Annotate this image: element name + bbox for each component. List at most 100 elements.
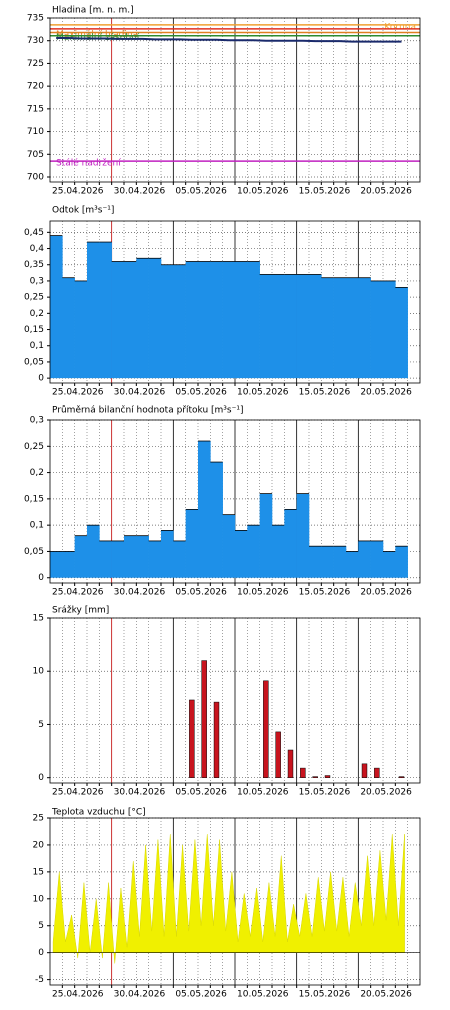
step-bar xyxy=(383,551,396,578)
y-tick-label: 700 xyxy=(27,173,44,183)
y-tick-label: 0 xyxy=(38,573,44,583)
y-tick-label: 0,25 xyxy=(24,293,44,303)
step-bar xyxy=(198,261,211,379)
plot-frame xyxy=(49,220,421,384)
y-tick-label: 0,1 xyxy=(30,341,44,351)
panel-title: Průměrná bilanční hodnota přítoku [m³s⁻¹… xyxy=(52,405,243,416)
step-bar xyxy=(74,280,88,379)
step-bar xyxy=(247,525,260,578)
step-bar xyxy=(235,261,248,379)
y-tick-label: 0,1 xyxy=(30,521,44,531)
x-tick-label: 20.05.2026 xyxy=(360,788,412,798)
step-bar xyxy=(309,274,322,379)
x-tick-label: 10.05.2026 xyxy=(237,388,289,398)
x-tick-label: 30.04.2026 xyxy=(114,187,166,197)
step-bar xyxy=(346,551,359,578)
y-tick-label: 15 xyxy=(33,867,44,877)
x-tick-label: 15.05.2026 xyxy=(299,990,351,1000)
step-bar xyxy=(370,280,384,379)
x-tick-label: 15.05.2026 xyxy=(299,588,351,598)
y-tick-label: 0,15 xyxy=(24,494,44,504)
area xyxy=(52,834,405,964)
x-tick-label: 10.05.2026 xyxy=(237,187,289,197)
step-bar xyxy=(272,525,285,578)
panel-title: Hladina [m. n. m.] xyxy=(52,6,134,16)
step-bar xyxy=(62,551,75,578)
step-bar xyxy=(296,493,310,578)
step-bar xyxy=(124,535,137,578)
step-bar xyxy=(50,235,63,379)
step-bar xyxy=(259,274,273,379)
x-tick-label: 25.04.2026 xyxy=(52,788,104,798)
y-tick-label: 0,3 xyxy=(30,276,44,286)
step-bar xyxy=(272,274,285,379)
step-bar xyxy=(173,264,186,379)
x-tick-label: 20.05.2026 xyxy=(360,588,412,598)
x-tick-label: 30.04.2026 xyxy=(114,388,166,398)
step-bar xyxy=(296,274,310,379)
y-tick-label: 0 xyxy=(38,773,44,783)
x-tick-label: 30.04.2026 xyxy=(114,588,166,598)
x-tick-label: 25.04.2026 xyxy=(52,588,104,598)
step-bar xyxy=(161,530,174,578)
y-tick-label: 0 xyxy=(38,374,44,384)
bar xyxy=(189,699,195,778)
y-tick-label: 5 xyxy=(38,921,44,931)
bar xyxy=(275,731,281,778)
panel-title: Teplota vzduchu [°C] xyxy=(51,808,146,818)
plot-frame xyxy=(49,617,421,784)
step-bar xyxy=(333,277,347,379)
step-bar xyxy=(222,514,236,578)
step-bar xyxy=(235,530,248,578)
step-bar xyxy=(358,540,371,578)
x-tick-label: 05.05.2026 xyxy=(175,388,227,398)
y-tick-label: 25 xyxy=(33,814,44,824)
step-bar xyxy=(358,277,371,379)
y-tick-label: 715 xyxy=(27,104,44,114)
step-bar xyxy=(173,540,186,578)
y-tick-label: 0,35 xyxy=(24,260,44,270)
x-tick-label: 25.04.2026 xyxy=(52,187,104,197)
y-tick-label: 10 xyxy=(33,667,45,677)
x-tick-label: 15.05.2026 xyxy=(299,187,351,197)
step-bar xyxy=(346,277,359,379)
y-tick-label: 0,15 xyxy=(24,325,44,335)
bar xyxy=(300,767,306,778)
panel-title: Srážky [mm] xyxy=(52,606,109,616)
x-tick-label: 20.05.2026 xyxy=(360,388,412,398)
step-bar xyxy=(210,261,223,379)
bar xyxy=(324,775,331,778)
plot-frame xyxy=(49,419,421,584)
x-tick-label: 30.04.2026 xyxy=(114,990,166,1000)
step-bar xyxy=(87,242,100,379)
bar xyxy=(287,749,294,778)
step-bar xyxy=(222,261,236,379)
step-bar xyxy=(383,280,396,379)
y-tick-label: 0,4 xyxy=(30,244,45,254)
y-tick-label: 710 xyxy=(27,127,44,137)
step-bar xyxy=(124,261,137,379)
y-tick-label: 705 xyxy=(27,150,44,160)
step-bar xyxy=(185,261,199,379)
step-bar xyxy=(62,277,75,379)
step-bar xyxy=(259,493,273,578)
x-tick-label: 10.05.2026 xyxy=(237,588,289,598)
x-tick-label: 30.04.2026 xyxy=(114,788,166,798)
step-bar xyxy=(333,546,347,578)
y-tick-label: 730 xyxy=(27,36,44,46)
panel-title: Odtok [m³s⁻¹] xyxy=(52,206,114,216)
step-bar xyxy=(321,546,334,578)
step-bar xyxy=(148,258,162,379)
step-bar xyxy=(321,277,334,379)
step-bar xyxy=(370,540,384,578)
step-bar xyxy=(247,261,260,379)
threshold-label: Koruna xyxy=(384,22,416,32)
step-bar xyxy=(148,540,162,578)
bar xyxy=(312,776,318,778)
step-bar xyxy=(210,462,223,578)
x-tick-label: 15.05.2026 xyxy=(299,788,351,798)
y-tick-label: 0 xyxy=(38,948,44,958)
bar xyxy=(374,767,380,778)
